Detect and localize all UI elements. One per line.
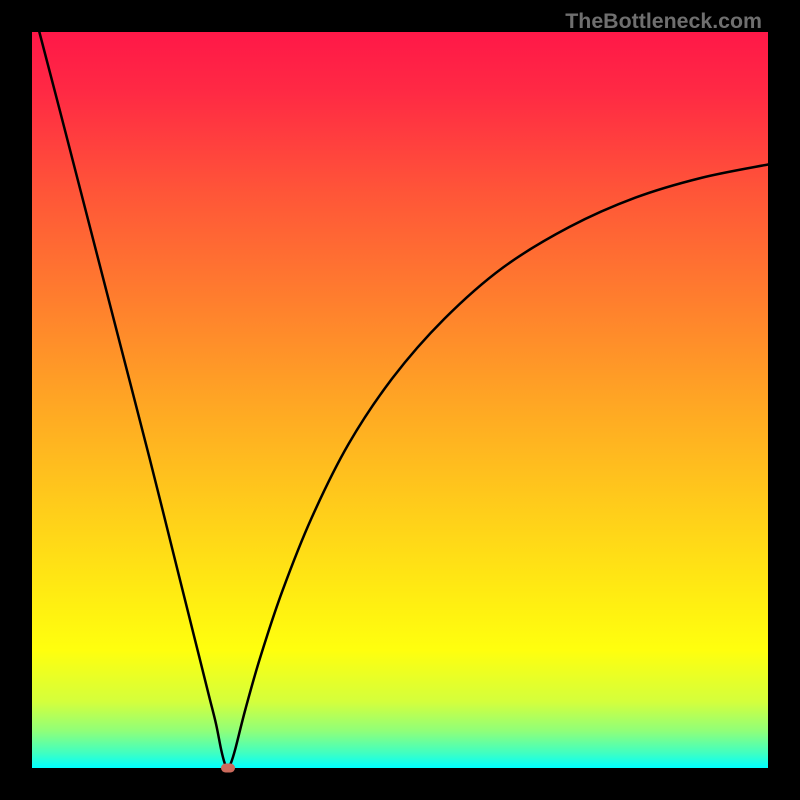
bottleneck-marker [221, 764, 235, 773]
plot-area [32, 32, 768, 768]
curve-layer [32, 32, 768, 768]
bottleneck-curve [39, 32, 768, 768]
chart-container: TheBottleneck.com [0, 0, 800, 800]
watermark: TheBottleneck.com [565, 9, 762, 34]
